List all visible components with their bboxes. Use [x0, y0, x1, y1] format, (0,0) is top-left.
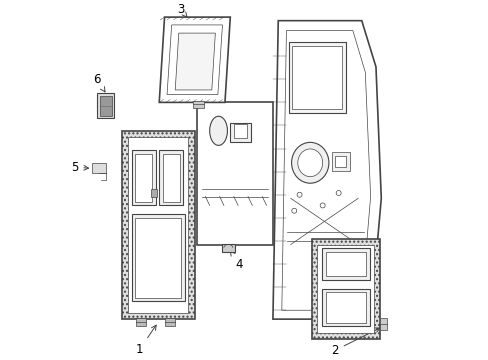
- Circle shape: [291, 208, 296, 213]
- Bar: [163, 154, 180, 202]
- Circle shape: [297, 192, 302, 197]
- Bar: [321, 248, 369, 280]
- Ellipse shape: [291, 142, 328, 183]
- Bar: [159, 150, 183, 206]
- Bar: [136, 318, 146, 325]
- Bar: [331, 152, 349, 171]
- Bar: [379, 318, 386, 330]
- Text: 4: 4: [230, 251, 243, 271]
- Bar: [334, 156, 346, 167]
- Bar: [164, 318, 174, 325]
- Bar: [151, 189, 157, 197]
- Text: 3: 3: [177, 3, 187, 17]
- Bar: [222, 244, 234, 252]
- Bar: [128, 137, 188, 313]
- Bar: [135, 154, 152, 202]
- Bar: [325, 252, 365, 276]
- Bar: [92, 163, 106, 174]
- Polygon shape: [175, 33, 215, 90]
- Bar: [288, 42, 345, 113]
- Polygon shape: [167, 25, 222, 95]
- Text: 2: 2: [331, 328, 379, 357]
- Bar: [292, 45, 342, 109]
- Bar: [233, 125, 247, 138]
- Bar: [100, 96, 111, 116]
- Ellipse shape: [209, 116, 227, 145]
- Bar: [196, 102, 272, 244]
- Text: 1: 1: [136, 325, 156, 356]
- Polygon shape: [159, 17, 230, 102]
- Bar: [230, 123, 250, 142]
- Bar: [317, 244, 373, 333]
- Text: 5: 5: [71, 161, 88, 174]
- Circle shape: [320, 203, 325, 208]
- Bar: [97, 93, 114, 118]
- Bar: [358, 275, 365, 285]
- Bar: [132, 150, 156, 206]
- Text: 6: 6: [93, 73, 105, 92]
- Bar: [321, 289, 369, 326]
- Bar: [311, 239, 379, 339]
- Bar: [135, 218, 181, 298]
- Bar: [122, 131, 194, 319]
- Bar: [325, 292, 365, 323]
- Bar: [193, 100, 203, 108]
- Circle shape: [335, 190, 341, 195]
- Bar: [132, 214, 184, 301]
- Ellipse shape: [297, 149, 322, 177]
- Polygon shape: [272, 21, 381, 319]
